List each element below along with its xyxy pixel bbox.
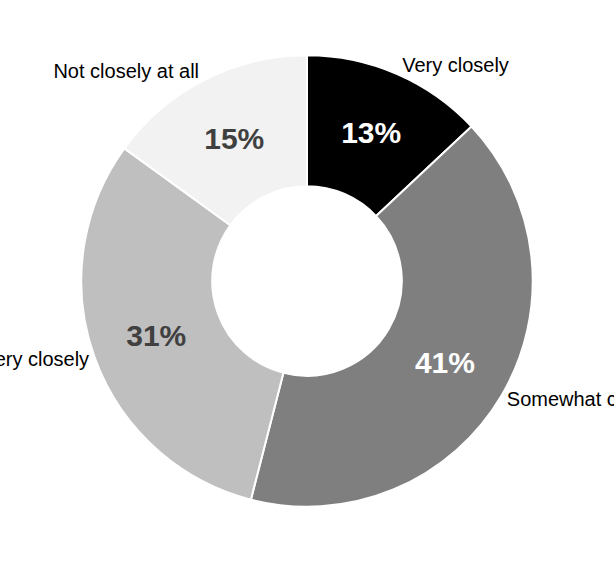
svg-text:13%: 13% — [341, 116, 401, 149]
svg-text:Not closely at all: Not closely at all — [53, 60, 199, 82]
svg-text:Somewhat closely: Somewhat closely — [507, 388, 614, 410]
svg-text:Not very closely: Not very closely — [0, 348, 89, 370]
svg-text:Very closely: Very closely — [402, 54, 509, 76]
svg-text:15%: 15% — [204, 122, 264, 155]
svg-text:41%: 41% — [415, 346, 475, 379]
svg-text:31%: 31% — [126, 319, 186, 352]
